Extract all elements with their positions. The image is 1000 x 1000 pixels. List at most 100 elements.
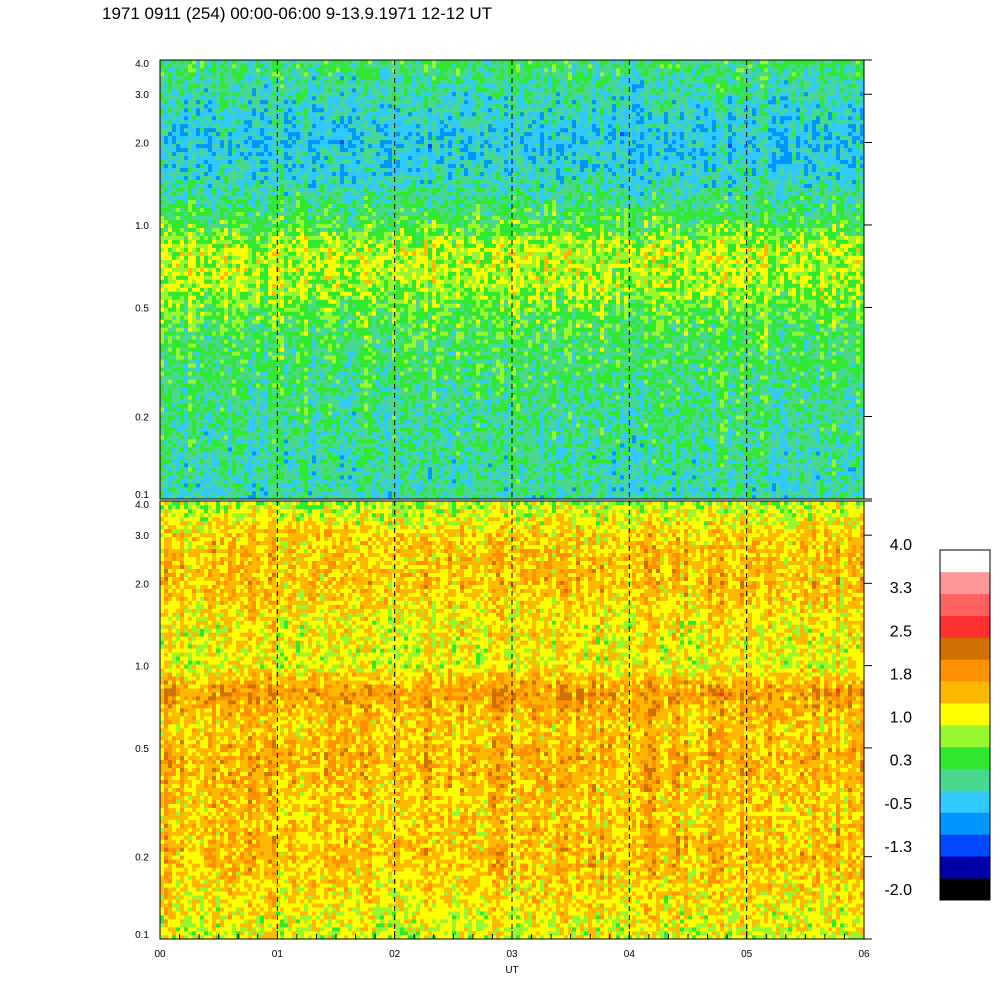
heatmap-cell <box>244 443 249 448</box>
heatmap-cell <box>284 103 289 109</box>
heatmap-cell <box>288 259 293 272</box>
heatmap-cell <box>184 331 189 344</box>
heatmap-cell <box>276 239 281 244</box>
heatmap-cell <box>216 275 221 280</box>
heatmap-cell <box>348 383 353 388</box>
heatmap-cell <box>420 471 425 476</box>
heatmap-cell <box>200 163 205 169</box>
heatmap-cell <box>428 303 433 312</box>
heatmap-cell <box>400 315 405 324</box>
heatmap-cell <box>240 247 245 280</box>
heatmap-cell <box>308 371 313 376</box>
heatmap-cell <box>396 443 401 448</box>
heatmap-cell <box>384 439 389 448</box>
heatmap-cell <box>340 323 345 328</box>
heatmap-cell <box>340 267 345 280</box>
heatmap-cell <box>228 131 233 137</box>
heatmap-cell <box>256 151 261 157</box>
heatmap-cell <box>300 371 305 392</box>
heatmap-cell <box>200 311 205 316</box>
heatmap-cell <box>296 139 301 145</box>
heatmap-cell <box>220 427 225 432</box>
heatmap-cell <box>368 103 373 109</box>
heatmap-cell <box>436 60 441 65</box>
heatmap-cell <box>376 407 381 412</box>
heatmap-cell <box>292 75 297 81</box>
heatmap-cell <box>176 151 181 157</box>
heatmap-cell <box>408 143 413 149</box>
heatmap-cell <box>364 135 369 165</box>
heatmap-cell <box>244 60 249 65</box>
heatmap-cell <box>248 479 253 484</box>
heatmap-cell <box>364 291 369 296</box>
heatmap-cell <box>320 251 325 260</box>
heatmap-cell <box>412 279 417 292</box>
heatmap-cell <box>432 319 437 324</box>
heatmap-cell <box>160 471 165 476</box>
heatmap-cell <box>196 463 201 472</box>
heatmap-cell <box>220 223 225 228</box>
heatmap-cell <box>380 299 385 304</box>
heatmap-cell <box>292 419 297 428</box>
heatmap-cell <box>296 199 301 208</box>
heatmap-cell <box>196 343 201 352</box>
heatmap-cell <box>288 71 293 77</box>
heatmap-cell <box>236 60 241 73</box>
heatmap-cell <box>332 175 337 181</box>
heatmap-cell <box>200 95 205 101</box>
heatmap-cell <box>384 359 389 368</box>
heatmap-cell <box>436 107 441 113</box>
heatmap-cell <box>280 239 285 244</box>
heatmap-cell <box>384 135 389 141</box>
heatmap-cell <box>240 95 245 105</box>
heatmap-cell <box>404 279 409 284</box>
heatmap-cell <box>260 491 265 500</box>
heatmap-cell <box>400 495 405 500</box>
heatmap-cell <box>304 235 309 240</box>
heatmap-cell <box>168 151 173 161</box>
heatmap-cell <box>192 199 197 204</box>
heatmap-cell <box>296 107 301 113</box>
heatmap-cell <box>276 375 281 380</box>
heatmap-cell <box>296 159 301 165</box>
heatmap-cell <box>260 283 265 288</box>
heatmap-cell <box>328 183 333 192</box>
heatmap-cell <box>284 483 289 488</box>
heatmap-cell <box>260 287 265 292</box>
heatmap-cell <box>308 443 313 448</box>
heatmap-cell <box>324 447 329 452</box>
heatmap-cell <box>372 455 377 460</box>
heatmap-cell <box>336 475 341 480</box>
heatmap-cell <box>388 60 393 73</box>
heatmap-cell <box>428 355 433 360</box>
heatmap-cell <box>348 455 353 460</box>
heatmap-cell <box>408 383 413 392</box>
heatmap-cell <box>348 443 353 448</box>
heatmap-cell <box>340 159 345 165</box>
heatmap-cell <box>340 255 345 264</box>
heatmap-cell <box>288 119 293 125</box>
heatmap-cell <box>356 387 361 392</box>
heatmap-cell <box>256 351 261 372</box>
heatmap-cell <box>352 255 357 260</box>
heatmap-cell <box>336 119 341 125</box>
heatmap-cell <box>292 383 297 388</box>
heatmap-cell <box>196 479 201 484</box>
heatmap-cell <box>180 387 185 392</box>
heatmap-cell <box>328 387 333 392</box>
heatmap-cell <box>212 95 217 109</box>
heatmap-cell <box>364 475 369 484</box>
heatmap-cell <box>160 227 165 236</box>
heatmap-cell <box>232 443 237 452</box>
heatmap-cell <box>356 79 361 85</box>
heatmap-cell <box>224 339 229 344</box>
heatmap-cell <box>360 135 365 141</box>
heatmap-cell <box>188 439 193 448</box>
heatmap-cell <box>172 211 177 216</box>
heatmap-cell <box>204 195 209 204</box>
heatmap-cell <box>288 479 293 484</box>
heatmap-cell <box>308 203 313 208</box>
heatmap-cell <box>352 115 357 121</box>
heatmap-cell <box>252 471 257 476</box>
heatmap-cell <box>344 327 349 332</box>
